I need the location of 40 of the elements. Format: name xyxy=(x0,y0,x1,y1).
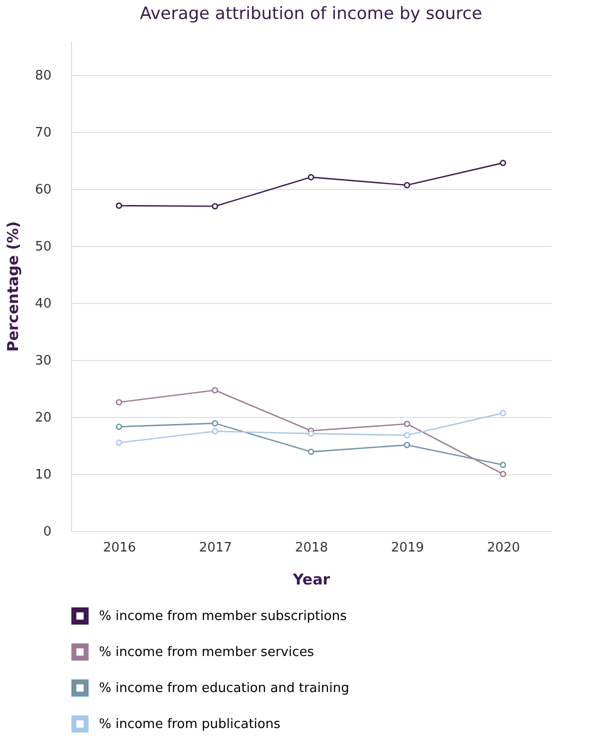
point xyxy=(116,424,122,430)
y-tick-label: 20 xyxy=(34,410,52,426)
point xyxy=(308,174,314,180)
point xyxy=(404,182,410,188)
y-tick-label: 80 xyxy=(34,68,52,84)
x-tick-label: 2019 xyxy=(390,540,424,556)
y-tick-label: 40 xyxy=(34,296,52,312)
point xyxy=(212,387,218,394)
point xyxy=(500,160,506,166)
chart-title: Average attribution of income by source xyxy=(140,4,482,24)
point xyxy=(116,202,122,209)
legend-label: % income from member subscriptions xyxy=(99,609,347,624)
point xyxy=(308,430,314,437)
point xyxy=(404,420,410,428)
point xyxy=(116,399,122,406)
x-tick-label: 2018 xyxy=(294,540,328,556)
y-tick-label: 70 xyxy=(34,126,52,141)
y-tick-label: 0 xyxy=(43,524,52,540)
y-axis-title: Percentage (%) xyxy=(4,221,22,352)
point xyxy=(116,440,122,446)
point xyxy=(500,410,506,416)
point xyxy=(212,420,218,426)
point xyxy=(308,448,314,455)
point xyxy=(404,432,410,438)
legend-label: % income from education and training xyxy=(99,681,350,696)
legend-label: % income from member services xyxy=(99,645,314,660)
legend-label: % income from publications xyxy=(99,717,281,732)
point xyxy=(500,470,506,478)
y-tick-label: 10 xyxy=(34,468,52,483)
point xyxy=(212,203,218,210)
x-axis-title: Year xyxy=(292,570,331,588)
point xyxy=(500,462,506,468)
x-tick-label: 2017 xyxy=(198,540,232,556)
x-tick-label: 2016 xyxy=(102,540,136,556)
point xyxy=(404,442,410,448)
x-tick-label: 2020 xyxy=(486,540,520,556)
y-tick-label: 30 xyxy=(34,354,52,369)
point xyxy=(212,428,218,434)
y-tick-label: 60 xyxy=(34,182,52,198)
y-tick-label: 50 xyxy=(34,240,52,255)
